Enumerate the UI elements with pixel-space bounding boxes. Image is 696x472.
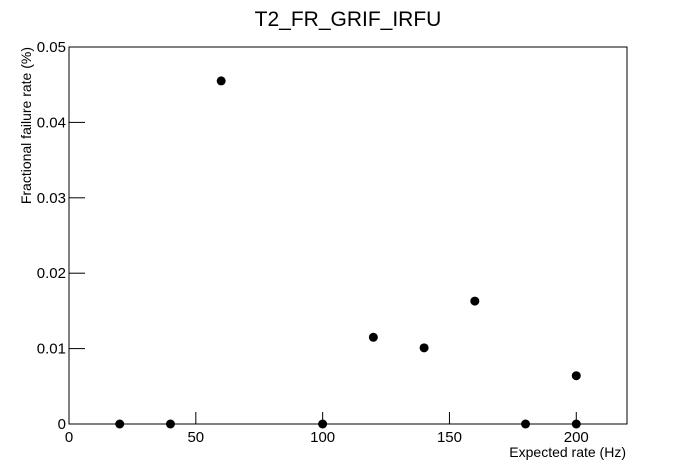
y-axis-label: Fractional failure rate (%) (18, 47, 34, 204)
x-tick-label: 0 (65, 429, 73, 446)
y-tick-label: 0.05 (37, 39, 66, 56)
point (571, 371, 581, 381)
point (571, 419, 581, 429)
point (419, 343, 429, 353)
x-tick-label: 50 (187, 429, 204, 446)
x-tick-label: 150 (437, 429, 462, 446)
point (165, 419, 175, 429)
x-axis-label: Expected rate (Hz) (509, 444, 626, 460)
x-tick-label: 200 (564, 429, 589, 446)
point (521, 419, 531, 429)
x-tick-label: 100 (310, 429, 335, 446)
point (368, 332, 378, 342)
point (470, 296, 480, 306)
point (216, 76, 226, 86)
y-tick-label: 0.01 (37, 341, 66, 358)
y-tick-label: 0 (58, 416, 66, 433)
y-tick-label: 0.02 (37, 265, 66, 282)
y-tick-label: 0.03 (37, 190, 66, 207)
plot-frame (68, 46, 628, 425)
point (318, 419, 328, 429)
y-tick-label: 0.04 (37, 114, 66, 131)
chart-title: T2_FR_GRIF_IRFU (255, 8, 442, 31)
point (115, 419, 125, 429)
